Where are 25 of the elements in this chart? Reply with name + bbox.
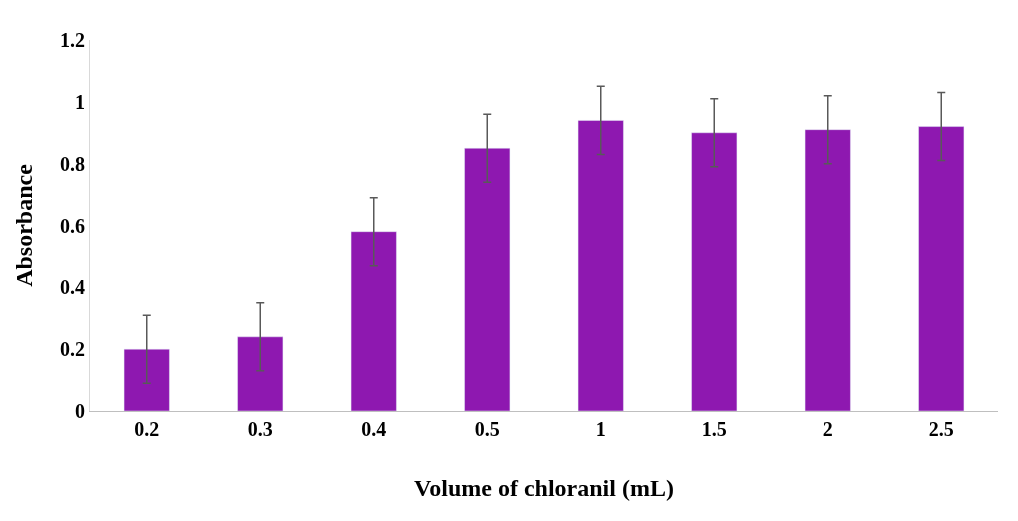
x-tick-label: 0.3	[247, 418, 273, 440]
bar	[577, 120, 624, 411]
y-tick-label: 0.6	[60, 214, 85, 237]
bar	[464, 147, 511, 411]
y-tick-label: 0.8	[60, 152, 85, 175]
x-axis-title: Volume of chloranil (mL)	[414, 475, 674, 502]
bar	[691, 132, 738, 411]
x-tick-label: 2.5	[928, 418, 954, 440]
y-tick-label: 0.2	[60, 338, 85, 361]
x-tick-label: 1	[595, 418, 606, 440]
bar	[350, 231, 397, 411]
y-axis-title: Absorbance	[11, 163, 38, 287]
x-tick-label: 2	[822, 418, 833, 440]
x-tick-label: 0.5	[474, 418, 500, 440]
bar	[804, 129, 851, 411]
bar	[123, 348, 170, 411]
x-tick-label: 0.4	[361, 418, 387, 440]
bar	[237, 336, 284, 411]
x-tick-label: 0.2	[134, 418, 160, 440]
y-tick-label: 0	[75, 400, 85, 422]
y-tick-label: 1	[75, 90, 85, 113]
bar	[918, 126, 965, 411]
x-tick-label: 1.5	[701, 418, 727, 440]
y-tick-label: 1.2	[60, 29, 85, 51]
y-tick-label: 0.4	[60, 276, 85, 299]
